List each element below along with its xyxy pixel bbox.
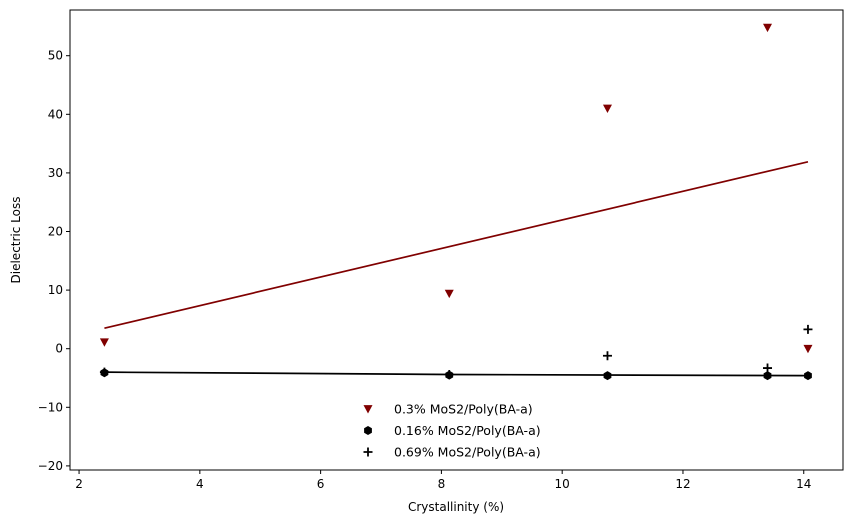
data-point-series-0-4 xyxy=(803,344,813,354)
legend-label-0: 0.3% MoS2/Poly(BA-a) xyxy=(394,402,533,417)
data-point-series-2-2 xyxy=(602,351,612,361)
plot-content xyxy=(99,23,813,381)
data-point-series-2-4 xyxy=(803,324,813,334)
legend-marker-0 xyxy=(363,405,373,414)
x-axis-label: Crystallinity (%) xyxy=(408,500,504,514)
y-tick-label-5: 30 xyxy=(48,166,63,180)
y-tick-label-7: 50 xyxy=(48,49,63,63)
y-axis-label: Dielectric Loss xyxy=(9,197,23,284)
legend: 0.3% MoS2/Poly(BA-a) 0.16% MoS2/Poly(BA-a… xyxy=(363,402,541,460)
y-tick-label-4: 20 xyxy=(48,225,63,239)
x-tick-label-6: 14 xyxy=(796,477,811,491)
data-point-series-0-2 xyxy=(602,104,612,113)
legend-label-1: 0.16% MoS2/Poly(BA-a) xyxy=(394,423,541,438)
x-tick-label-3: 8 xyxy=(438,477,446,491)
data-point-series-2-3 xyxy=(763,363,773,373)
axes: 2 4 6 8 10 12 14 −20 −10 0 10 20 30 40 50 xyxy=(38,9,844,491)
data-point-series-0-3 xyxy=(763,23,773,33)
fit-line-series-0 xyxy=(104,160,809,330)
legend-marker-1 xyxy=(364,426,372,435)
y-tick-label-3: 10 xyxy=(48,283,63,297)
x-tick-label-4: 10 xyxy=(555,477,570,491)
data-point-series-0-1 xyxy=(444,289,454,299)
y-tick-label-0: −20 xyxy=(38,459,63,473)
legend-label-2: 0.69% MoS2/Poly(BA-a) xyxy=(394,445,541,460)
legend-marker-2 xyxy=(363,447,373,457)
data-point-series-2-0 xyxy=(99,367,109,377)
y-tick-label-2: 0 xyxy=(55,342,63,356)
y-tick-label-6: 40 xyxy=(48,107,63,121)
x-tick-label-5: 12 xyxy=(675,477,690,491)
plot-frame xyxy=(69,9,844,471)
data-point-series-1-4 xyxy=(804,371,812,381)
x-tick-label-0: 2 xyxy=(75,477,83,491)
data-point-series-2-1 xyxy=(444,369,454,379)
data-point-series-0-0 xyxy=(99,338,109,347)
x-tick-label-1: 4 xyxy=(196,477,204,491)
data-point-series-1-3 xyxy=(763,371,772,381)
y-tick-label-1: −10 xyxy=(38,400,63,414)
x-tick-label-2: 6 xyxy=(317,477,325,491)
data-point-series-1-2 xyxy=(603,371,612,381)
